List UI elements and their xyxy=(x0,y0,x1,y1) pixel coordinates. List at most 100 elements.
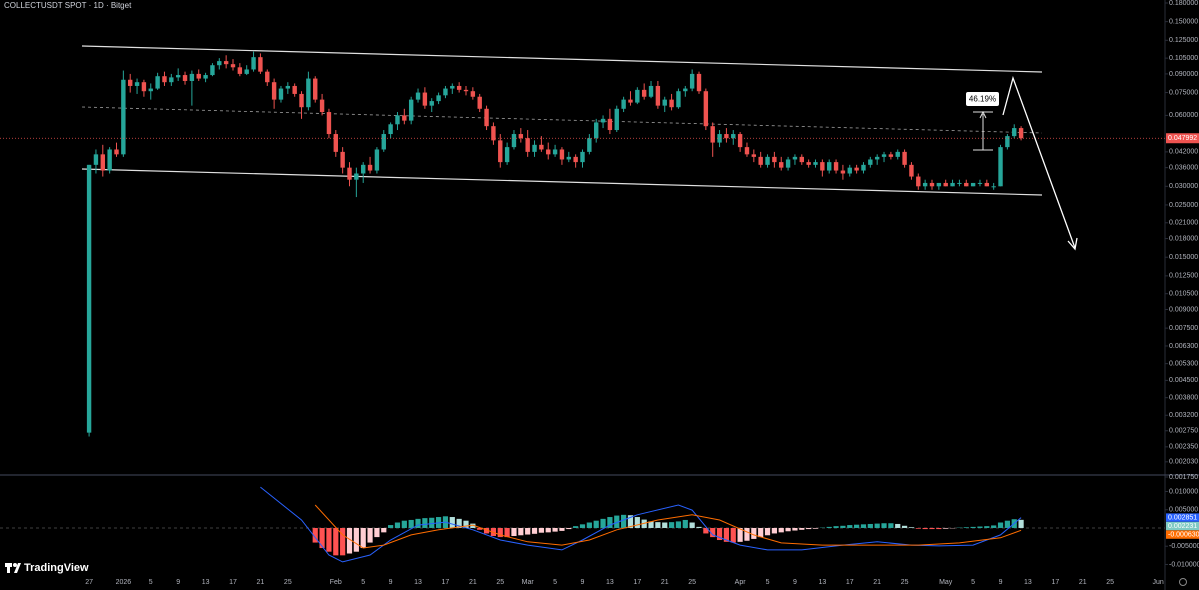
x-tick-label: 17 xyxy=(229,579,237,586)
histogram-bar xyxy=(545,527,551,533)
candle-body xyxy=(861,164,866,171)
candle-body xyxy=(710,126,715,143)
y-tick-label: 0.001750 xyxy=(1169,474,1198,481)
candle-body xyxy=(319,99,325,113)
settings-icon[interactable] xyxy=(1179,578,1187,586)
histogram-bar xyxy=(662,522,668,528)
projection-arrowhead xyxy=(1067,237,1078,251)
candle-body xyxy=(285,85,291,89)
histogram-bar xyxy=(758,527,764,538)
candles xyxy=(0,51,1165,437)
candle-body xyxy=(470,91,476,97)
histogram-bar xyxy=(586,522,592,528)
candle-body xyxy=(306,78,311,108)
candle-body xyxy=(539,144,544,150)
macd-line xyxy=(314,504,1022,549)
candle-body xyxy=(361,164,366,174)
histogram-bar xyxy=(525,527,531,535)
candle-body xyxy=(429,101,434,106)
candle-body xyxy=(258,57,263,72)
histogram-bar xyxy=(812,527,819,529)
candle-body xyxy=(614,108,619,131)
y-tick-label: 0.025000 xyxy=(1169,202,1198,209)
candle-body xyxy=(162,76,167,83)
candle-body xyxy=(271,82,277,100)
candle-body xyxy=(210,65,215,76)
histogram-bar xyxy=(483,527,490,534)
candle-body xyxy=(840,170,846,174)
histogram-bar xyxy=(792,527,798,531)
candle-body xyxy=(388,124,393,135)
x-tick-label: 17 xyxy=(846,579,854,586)
x-tick-label: Mar xyxy=(522,579,535,586)
histogram-bar xyxy=(621,514,627,528)
candle-body xyxy=(854,167,859,171)
macd-line xyxy=(260,486,1022,563)
histogram-bar xyxy=(716,527,723,541)
histogram-bar xyxy=(415,518,421,528)
candle-body xyxy=(573,156,578,163)
histogram-bar xyxy=(559,527,565,531)
histogram-bar xyxy=(333,527,339,556)
x-tick-label: 17 xyxy=(442,579,450,586)
y-tick-label: 0.002030 xyxy=(1169,459,1198,466)
candle-body xyxy=(498,140,503,163)
candle-body xyxy=(662,99,667,106)
y-tick-label: 0.003800 xyxy=(1169,395,1198,402)
axes: 0.180000 0.150000 0.125000 0.105000 0.090000… xyxy=(85,0,1199,586)
histogram-bar xyxy=(326,527,332,552)
candle-body xyxy=(230,64,236,68)
candle-body xyxy=(532,144,537,152)
candle-body xyxy=(758,156,763,165)
histogram-bar xyxy=(600,518,606,528)
x-tick-label: 25 xyxy=(688,579,696,586)
candle-body xyxy=(669,99,674,108)
histogram-bar xyxy=(614,515,620,528)
x-tick-label: 13 xyxy=(414,579,422,586)
candle-body xyxy=(655,85,661,106)
x-tick-label: 13 xyxy=(818,579,826,586)
candle-body xyxy=(806,162,811,165)
y-tick-label: 0.010000 xyxy=(1169,488,1198,495)
histogram-bar xyxy=(394,522,401,528)
histogram-bar xyxy=(360,527,366,549)
candle-body xyxy=(395,115,400,125)
candle-body xyxy=(696,73,702,92)
logo-shape xyxy=(14,563,21,573)
channel-lower xyxy=(81,168,1043,196)
histogram-bar xyxy=(730,527,736,543)
x-tick-label: 21 xyxy=(257,579,265,586)
histogram-bar xyxy=(970,526,976,528)
candle-body xyxy=(128,79,133,86)
candle-body xyxy=(929,182,935,187)
candle-body xyxy=(422,92,428,106)
candle-body xyxy=(223,61,229,65)
candle-body xyxy=(600,118,606,123)
candle-body xyxy=(957,182,962,184)
candle-body xyxy=(676,91,681,108)
candle-body xyxy=(792,156,798,160)
candle-body xyxy=(354,173,359,180)
y-tick-label: 0.010500 xyxy=(1169,291,1198,298)
candle-body xyxy=(943,182,948,187)
histogram-bar xyxy=(977,526,983,528)
histogram-bar xyxy=(922,527,928,530)
candle-body xyxy=(374,149,380,171)
x-tick-label: 21 xyxy=(1079,579,1087,586)
symbol-title: COLLECTUSDT SPOT · 1D · Bitget xyxy=(4,1,132,10)
candle-body xyxy=(977,182,983,184)
y-tick-label: 0.009000 xyxy=(1169,306,1198,313)
histogram-bar xyxy=(799,527,805,530)
histogram-bar xyxy=(682,519,688,528)
channel-upper xyxy=(81,45,1043,73)
histogram-bar xyxy=(593,520,599,528)
y-tick-label: 0.007500 xyxy=(1169,325,1198,332)
candle-body xyxy=(169,77,174,83)
candle-body xyxy=(299,93,304,108)
candle-body xyxy=(895,151,900,157)
candle-body xyxy=(868,159,873,165)
y-tick-label: 0.105000 xyxy=(1169,55,1198,62)
histogram-bar xyxy=(915,527,921,529)
histogram-bar xyxy=(888,523,894,528)
